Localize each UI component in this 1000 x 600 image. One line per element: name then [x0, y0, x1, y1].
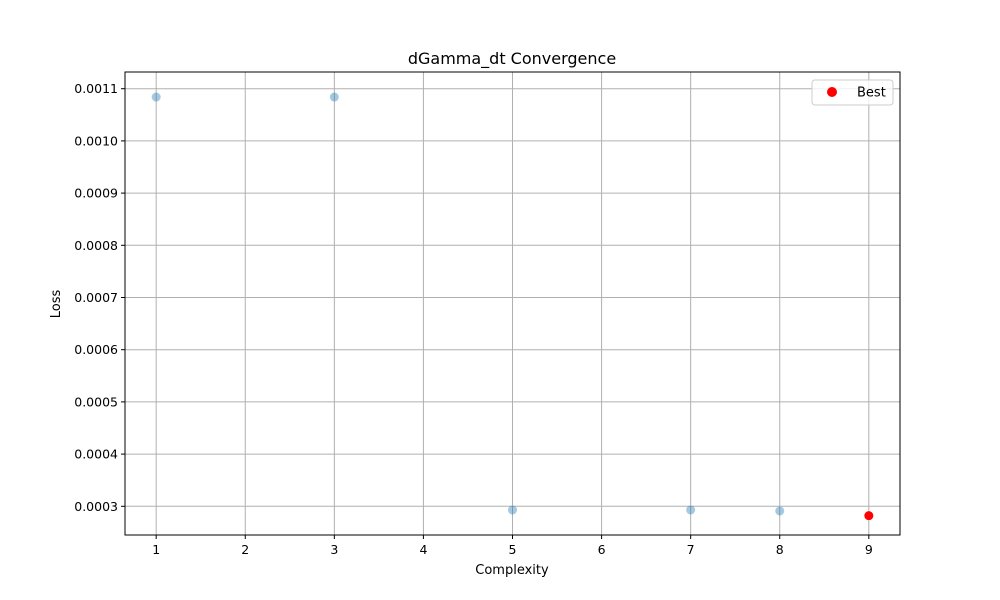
x-tick-label: 2 — [241, 542, 249, 557]
data-point — [775, 506, 785, 516]
x-tick-label: 8 — [776, 542, 784, 557]
y-tick-label: 0.0004 — [74, 447, 118, 462]
plot-frame — [124, 71, 901, 536]
x-tick-label: 5 — [509, 542, 517, 557]
best-point — [864, 511, 874, 521]
x-axis-label: Complexity — [475, 563, 549, 578]
y-tick-label: 0.0006 — [74, 342, 118, 357]
data-point — [508, 505, 517, 515]
legend-marker-best — [827, 87, 837, 97]
grid-lines — [125, 72, 900, 535]
y-tick-label: 0.0008 — [74, 238, 118, 253]
x-tick-label: 3 — [330, 542, 338, 557]
data-point — [151, 92, 161, 102]
series-best — [864, 511, 874, 521]
y-tick-label: 0.0007 — [74, 290, 118, 305]
legend-box — [811, 79, 894, 106]
y-tick-label: 0.0009 — [74, 186, 118, 201]
x-tick-label: 9 — [865, 542, 873, 557]
y-axis-label: Loss — [49, 290, 64, 319]
data-point — [329, 92, 339, 102]
data-point — [686, 505, 696, 515]
data-points — [151, 92, 874, 521]
y-tick-label: 0.0003 — [74, 499, 118, 514]
legend: Best — [811, 79, 894, 106]
x-tick-label: 6 — [598, 542, 606, 557]
series-candidates — [151, 92, 785, 516]
x-tick-label: 1 — [152, 542, 160, 557]
axis-ticks: 1 2 3 4 5 6 7 8 9 0.0003 0.0004 0.0005 0.0006 0.0007 0… — [74, 81, 873, 557]
legend-label-best: Best — [857, 86, 886, 101]
x-tick-label: 7 — [687, 542, 695, 557]
y-tick-label: 0.0011 — [74, 81, 118, 96]
x-tick-label: 4 — [419, 542, 427, 557]
y-tick-label: 0.0005 — [74, 394, 118, 409]
y-tick-label: 0.0010 — [74, 133, 118, 148]
chart-title: dGamma_dt Convergence — [408, 49, 616, 69]
